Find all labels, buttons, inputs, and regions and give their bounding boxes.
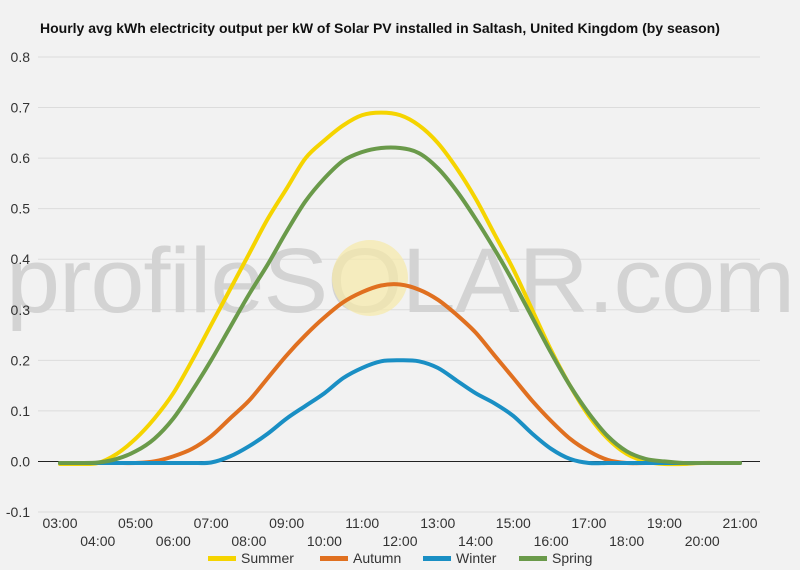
y-tick-label: 0.5 bbox=[11, 201, 31, 217]
y-tick-label: 0.7 bbox=[11, 100, 31, 116]
x-tick-label: 13:00 bbox=[420, 515, 455, 531]
x-tick-label: 05:00 bbox=[118, 515, 153, 531]
legend-swatch-autumn bbox=[320, 556, 348, 561]
y-tick-label: -0.1 bbox=[6, 504, 30, 520]
legend-label-spring: Spring bbox=[552, 550, 592, 566]
series-line-winter bbox=[58, 358, 742, 466]
legend-swatch-spring bbox=[519, 556, 547, 561]
x-tick-label: 10:00 bbox=[307, 533, 342, 549]
x-tick-label: 17:00 bbox=[571, 515, 606, 531]
series-line-summer bbox=[58, 110, 742, 467]
x-tick-label: 21:00 bbox=[722, 515, 757, 531]
legend-swatch-winter bbox=[423, 556, 451, 561]
series-line-spring bbox=[58, 145, 742, 466]
watermark-sun-icon bbox=[332, 240, 408, 316]
y-tick-label: 0.3 bbox=[11, 302, 31, 318]
x-tick-label: 14:00 bbox=[458, 533, 493, 549]
x-tick-label: 06:00 bbox=[156, 533, 191, 549]
y-tick-label: 0.8 bbox=[11, 49, 31, 65]
y-tick-label: 0.1 bbox=[11, 403, 31, 419]
x-tick-label: 19:00 bbox=[647, 515, 682, 531]
y-tick-label: 0.2 bbox=[11, 352, 31, 368]
legend: Summer Autumn Winter Spring bbox=[208, 550, 592, 566]
x-tick-label: 07:00 bbox=[194, 515, 229, 531]
y-axis: -0.1 0.0 0.1 0.2 0.3 0.4 0.5 0.6 0.7 0.8 bbox=[6, 49, 30, 520]
legend-label-winter: Winter bbox=[456, 550, 497, 566]
y-tick-label: 0.4 bbox=[11, 251, 31, 267]
x-tick-label: 09:00 bbox=[269, 515, 304, 531]
legend-label-autumn: Autumn bbox=[353, 550, 401, 566]
x-tick-label: 08:00 bbox=[231, 533, 266, 549]
chart-title: Hourly avg kWh electricity output per kW… bbox=[40, 20, 720, 36]
series-lines bbox=[58, 110, 742, 467]
x-tick-label: 12:00 bbox=[382, 533, 417, 549]
x-tick-label: 20:00 bbox=[685, 533, 720, 549]
legend-swatch-summer bbox=[208, 556, 236, 561]
y-tick-label: 0.0 bbox=[11, 453, 31, 469]
x-tick-label: 15:00 bbox=[496, 515, 531, 531]
x-tick-label: 04:00 bbox=[80, 533, 115, 549]
x-axis: 03:0004:0005:0006:0007:0008:0009:0010:00… bbox=[42, 515, 757, 549]
y-tick-label: 0.6 bbox=[11, 150, 31, 166]
x-tick-label: 03:00 bbox=[42, 515, 77, 531]
x-tick-label: 11:00 bbox=[345, 515, 379, 531]
legend-label-summer: Summer bbox=[241, 550, 294, 566]
x-tick-label: 18:00 bbox=[609, 533, 644, 549]
x-tick-label: 16:00 bbox=[534, 533, 569, 549]
